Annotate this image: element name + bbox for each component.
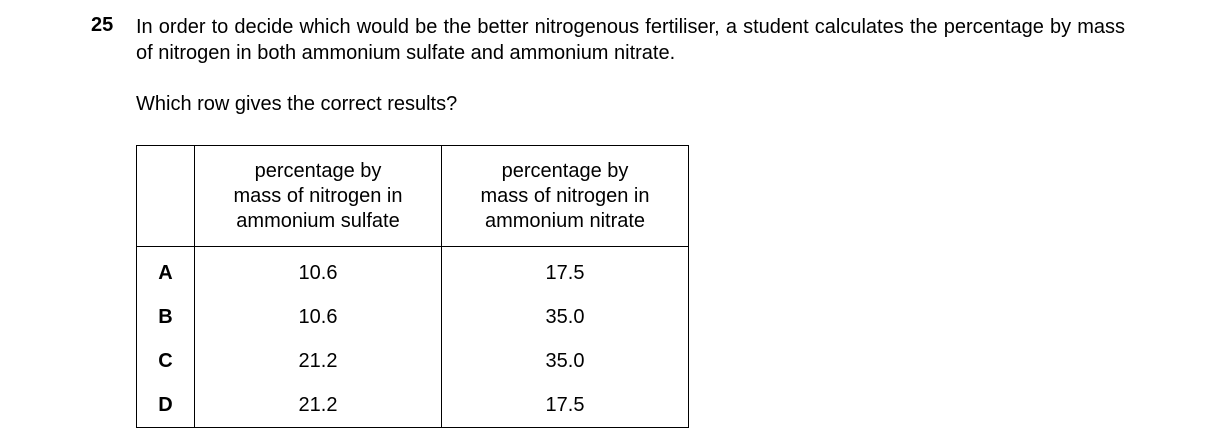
header-cell [136,145,195,247]
question-prompt: Which row gives the correct results? [136,93,458,115]
header-cell: percentage by mass of nitrogen in ammonium… [441,145,689,247]
header-line: ammonium nitrate [484,209,646,232]
header-line: mass of nitrogen in [480,184,650,207]
row-label: A [158,261,173,284]
header-line: percentage by [254,159,382,182]
question-stem: In order to decide which would be the be… [136,16,1125,64]
row-label: D [158,393,173,416]
table-cell: 17.5 [545,261,585,284]
table-cell: 21.2 [194,339,442,383]
answer-table: percentage by mass of nitrogen in ammonium… [136,145,689,428]
header-row: percentage by mass of nitrogen in ammonium… [136,145,689,247]
table-cell: 21.2 [194,383,442,428]
header-cell: percentage by mass of nitrogen in ammonium… [194,145,442,247]
header-line: mass of nitrogen in [233,184,403,207]
table-body: percentage by mass of nitrogen in ammonium… [136,145,689,428]
header-line: percentage by [501,159,629,182]
table-row: B 10.6 35.0 [137,295,689,339]
table-cell: 10.6 [194,246,442,295]
table-cell: 35.0 [545,349,585,372]
header-line: ammonium sulfate [236,209,400,232]
question-number: 25 [91,14,114,36]
table-row: C 21.2 35.0 [137,339,689,383]
row-label: B [158,305,173,328]
row-label: C [158,349,173,372]
table-cell: 35.0 [545,305,585,328]
table-cell: 10.6 [194,295,442,339]
table-row: A 10.6 17.5 [137,246,689,295]
table-row: D 21.2 17.5 [137,383,689,428]
table-cell: 17.5 [545,393,585,416]
